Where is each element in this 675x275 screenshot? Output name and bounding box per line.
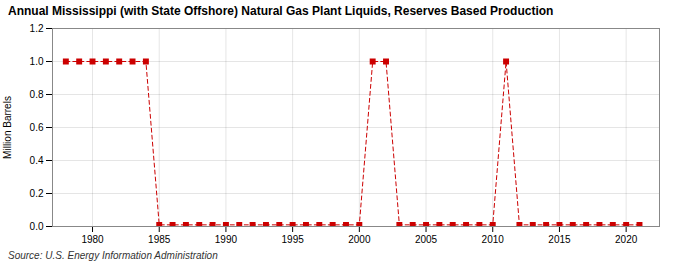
svg-text:2000: 2000	[348, 234, 371, 245]
html-text:Source: U.S. Energy Informatio: Source: U.S. Energy Information Administ…	[8, 250, 218, 261]
svg-text:0.4: 0.4	[30, 155, 44, 166]
svg-text:1995: 1995	[282, 234, 305, 245]
svg-text:0.0: 0.0	[30, 221, 44, 232]
svg-text:2015: 2015	[548, 234, 571, 245]
svg-text:1.0: 1.0	[30, 56, 44, 67]
html-text:Annual Mississippi (with State: Annual Mississippi (with State Offshore)…	[8, 4, 554, 18]
svg-text:2010: 2010	[482, 234, 505, 245]
svg-text:1.2: 1.2	[30, 23, 44, 34]
svg-text:Million Barrels: Million Barrels	[2, 96, 13, 159]
svg-text:0.2: 0.2	[30, 188, 44, 199]
svg-text:2020: 2020	[615, 234, 638, 245]
svg-text:1990: 1990	[215, 234, 238, 245]
svg-text:0.6: 0.6	[30, 122, 44, 133]
svg-text:1985: 1985	[148, 234, 171, 245]
svg-text:0.8: 0.8	[30, 89, 44, 100]
svg-text:1980: 1980	[81, 234, 104, 245]
svg-text:2005: 2005	[415, 234, 438, 245]
